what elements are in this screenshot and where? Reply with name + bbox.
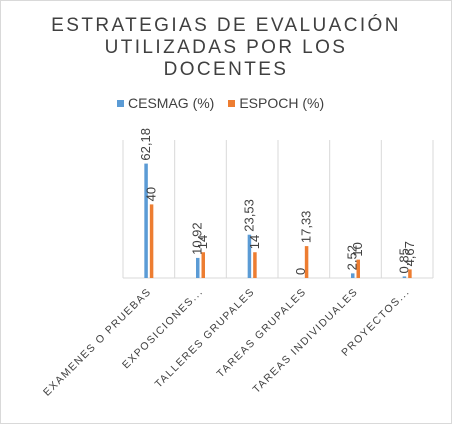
chart-title-line-2: UTILIZADAS POR LOS bbox=[104, 37, 348, 58]
bar-espoch-3 bbox=[304, 246, 309, 278]
data-label-espoch-0: 40 bbox=[144, 187, 159, 201]
data-label-cesmag-4: 2,52 bbox=[345, 245, 360, 270]
bar-espoch-0 bbox=[149, 204, 154, 278]
chart-title: ESTRATEGIAS DE EVALUACIÓN UTILIZADAS POR… bbox=[1, 15, 451, 81]
bar-espoch-1 bbox=[201, 252, 205, 278]
bar-cesmag-5 bbox=[402, 276, 407, 278]
legend-item-cesmag: CESMAG (%) bbox=[117, 95, 214, 111]
data-label-espoch-3: 17,33 bbox=[299, 211, 314, 244]
bar-cesmag-1 bbox=[196, 257, 200, 278]
data-label-cesmag-2: 23,53 bbox=[241, 199, 256, 232]
legend-swatch-cesmag bbox=[117, 99, 124, 107]
bar-espoch-4 bbox=[356, 259, 360, 278]
data-label-espoch-1: 14 bbox=[195, 235, 210, 249]
bar-cesmag-4 bbox=[351, 273, 355, 278]
chart-title-line-3: DOCENTES bbox=[163, 59, 289, 80]
category-label-0: EXAMENES O PRUEBAS bbox=[41, 286, 154, 399]
data-label-espoch-4: 10 bbox=[350, 242, 365, 256]
category-label-2: TALLERES GRUPALES bbox=[153, 286, 258, 391]
category-label-4: TAREAS INDIVIDUALES bbox=[251, 286, 361, 396]
bar-espoch-5 bbox=[408, 269, 412, 278]
legend-label-espoch: ESPOCH (%) bbox=[239, 95, 325, 111]
bar-cesmag-0 bbox=[144, 163, 148, 278]
legend-label-cesmag: CESMAG (%) bbox=[128, 95, 215, 111]
data-label-cesmag-1: 10,92 bbox=[190, 222, 205, 255]
data-label-espoch-2: 14 bbox=[247, 235, 262, 249]
data-label-cesmag-3: 0 bbox=[293, 268, 308, 275]
category-label-3: TAREAS GRUPALES bbox=[215, 286, 309, 380]
data-label-espoch-5: 4,67 bbox=[402, 241, 417, 266]
bar-espoch-2 bbox=[253, 252, 257, 278]
chart-title-line-1: ESTRATEGIAS DE EVALUACIÓN bbox=[51, 15, 401, 36]
bar-cesmag-2 bbox=[247, 234, 252, 278]
data-label-cesmag-0: 62,18 bbox=[138, 128, 153, 161]
data-label-cesmag-5: 0,85 bbox=[396, 248, 411, 273]
legend-item-espoch: ESPOCH (%) bbox=[228, 95, 324, 111]
legend-swatch-espoch bbox=[228, 99, 236, 107]
chart-legend: CESMAG (%) ESPOCH (%) bbox=[117, 95, 324, 111]
